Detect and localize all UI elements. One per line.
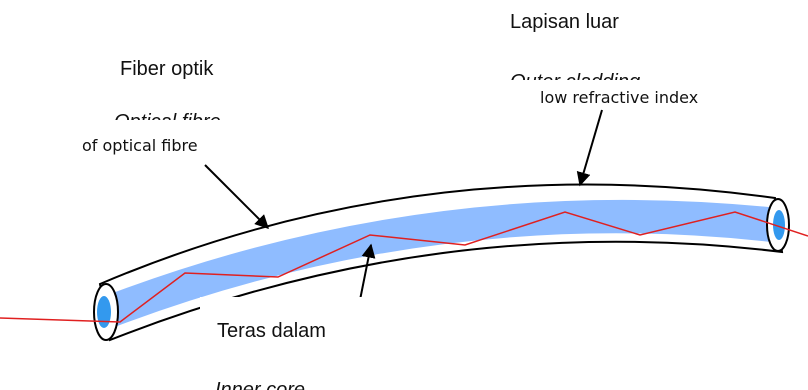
diagram: Outer cladding Optical fibre Lapisan lua… (0, 0, 808, 390)
fiber-title: Fiber optik (120, 58, 214, 80)
outer-title: Lapisan luar (510, 11, 619, 33)
fibre-note: of optical fibre (82, 136, 198, 155)
left-core (97, 296, 111, 328)
core-title: Teras dalam (217, 320, 326, 342)
arrow (205, 165, 268, 228)
cladding-note: low refractive index (540, 88, 698, 107)
arrow (580, 110, 602, 185)
core-subtitle: Inner core (215, 379, 305, 390)
